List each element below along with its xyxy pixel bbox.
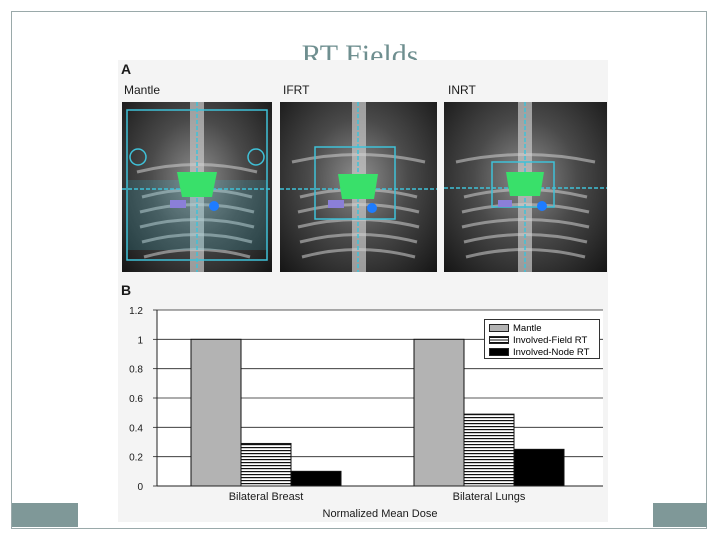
image-label-mantle: Mantle (124, 83, 161, 97)
slide-border (11, 11, 707, 529)
bar-mantle-bilateral-breast (190, 338, 242, 487)
legend-label-involved-node: Involved-Node RT (513, 346, 590, 358)
xray-image-mantle (122, 102, 272, 272)
image-label-ifrt: IFRT (283, 83, 310, 97)
xray-image-inrt (444, 102, 607, 272)
bar-involved-node-rt-bilateral-lungs (513, 448, 565, 487)
y-tick-label: 0.6 (129, 394, 143, 405)
x-category-label: Bilateral Lungs (453, 491, 526, 503)
legend-item-involved-node: Involved-Node RT (489, 346, 599, 358)
legend-item-mantle: Mantle (489, 322, 599, 334)
panel-a-letter: A (121, 61, 132, 77)
legend-label-involved-field: Involved-Field RT (513, 334, 588, 346)
xray-image-ifrt (280, 102, 437, 272)
legend-label-mantle: Mantle (513, 322, 542, 334)
bar-involved-node-rt-bilateral-breast (290, 470, 342, 487)
legend-item-involved-field: Involved-Field RT (489, 334, 599, 346)
bar-chart: 0 0.2 0.4 0.6 0.8 1 1.2 Bilateral Breast Bilate… (129, 306, 603, 520)
y-tick-label: 0.2 (129, 453, 143, 464)
bar-mantle-bilateral-lungs (413, 338, 465, 487)
chart-legend: Mantle Involved-Field RT Involved-Node R… (484, 319, 600, 359)
y-tick-label: 1 (137, 335, 143, 346)
legend-swatch-involved-node (489, 348, 509, 356)
y-tick-label: 0.8 (129, 365, 143, 376)
panel-b-letter: B (121, 282, 132, 298)
y-tick-label: 1.2 (129, 306, 143, 317)
slide-accent-left (12, 503, 78, 527)
image-label-inrt: INRT (448, 83, 476, 97)
bar-involved-field-rt-bilateral-breast (240, 442, 292, 487)
legend-swatch-involved-field (489, 336, 509, 344)
y-tick-label: 0.4 (129, 423, 143, 434)
figure: A Mantle IFRT INRT (118, 60, 608, 522)
legend-swatch-mantle (489, 324, 509, 332)
x-axis-label: Normalized Mean Dose (323, 508, 438, 520)
bar-involved-field-rt-bilateral-lungs (463, 413, 515, 487)
y-tick-label: 0 (137, 482, 143, 493)
x-category-label: Bilateral Breast (229, 491, 304, 503)
slide-accent-right (653, 503, 707, 527)
